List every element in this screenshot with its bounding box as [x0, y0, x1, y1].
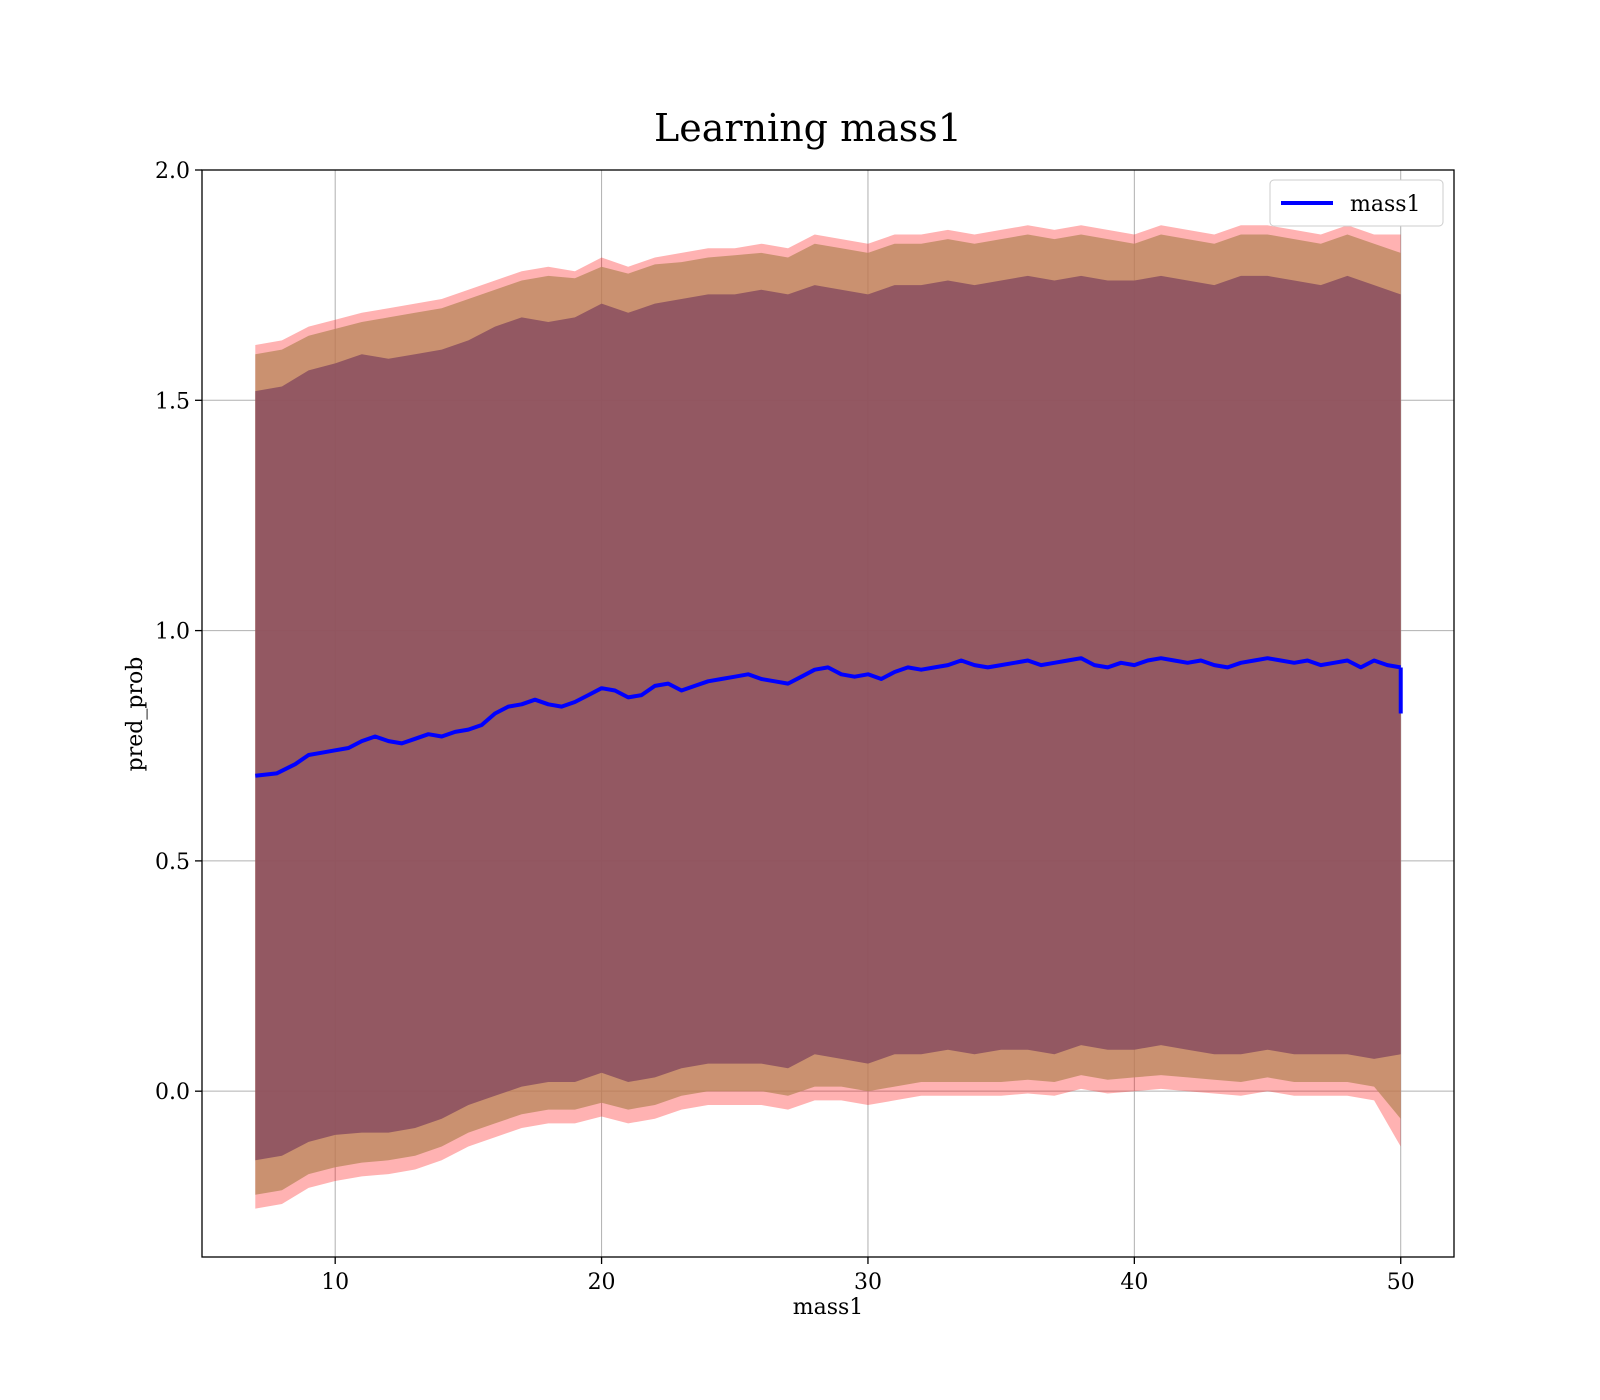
y-tick-label: 1.5 — [155, 389, 190, 414]
y-tick-label: 0.0 — [155, 1080, 190, 1105]
legend-box — [1269, 179, 1444, 227]
y-axis-label: pred_prob — [123, 657, 148, 772]
confidence-bands — [255, 225, 1401, 1209]
x-axis-ticks: 10 20 30 40 50 — [321, 1257, 1415, 1295]
x-tick-label: 40 — [1120, 1270, 1148, 1295]
series-line-0 — [255, 656, 1402, 778]
y-tick-label: 0.5 — [155, 850, 190, 875]
y-tick-label: 2.0 — [155, 159, 190, 184]
legend: mass1 — [1269, 179, 1444, 227]
x-tick-label: 10 — [321, 1270, 349, 1295]
chart-title: Learning mass1 — [654, 106, 962, 150]
y-tick-label: 1.0 — [155, 620, 190, 645]
legend-label: mass1 — [1350, 192, 1421, 217]
x-tick-label: 20 — [588, 1270, 616, 1295]
x-axis-label: mass1 — [793, 1295, 864, 1320]
band-2 — [255, 275, 1401, 1161]
y-axis-ticks: 0.0 0.5 1.0 1.5 2.0 — [155, 159, 202, 1105]
plot-frame — [201, 169, 1455, 1258]
x-tick-label: 50 — [1387, 1270, 1415, 1295]
x-tick-label: 30 — [854, 1270, 882, 1295]
series-lines — [255, 656, 1403, 778]
